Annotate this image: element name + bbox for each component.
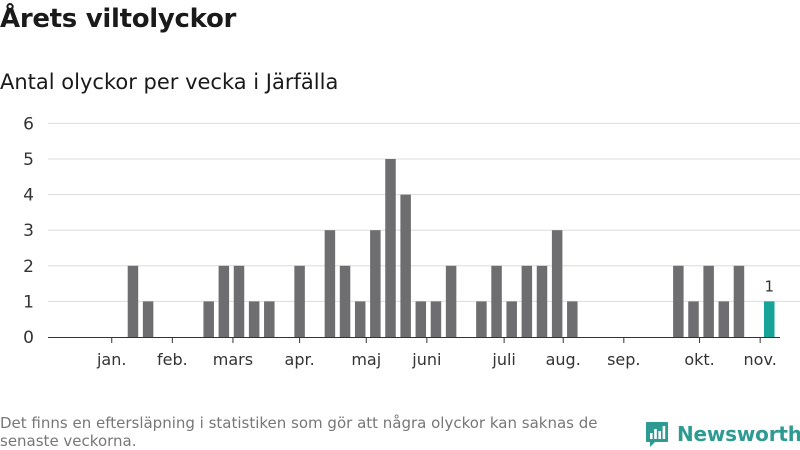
data-label: 1 bbox=[764, 277, 774, 295]
bar-week-22 bbox=[400, 194, 411, 337]
chart-subtitle: Antal olyckor per vecka i Järfälla bbox=[0, 70, 339, 94]
chart-title: Årets viltolyckor bbox=[0, 4, 237, 34]
bar-week-44 bbox=[733, 265, 745, 337]
bar-week-41 bbox=[688, 301, 699, 337]
y-tick-label: 5 bbox=[23, 150, 34, 170]
bar-series bbox=[127, 159, 775, 337]
x-tick-label: maj bbox=[351, 350, 381, 369]
bar-week-21 bbox=[385, 159, 396, 337]
grid-lines bbox=[48, 122, 800, 302]
y-tick-label: 0 bbox=[23, 328, 34, 348]
bar-week-42 bbox=[703, 265, 714, 337]
y-tick-label: 6 bbox=[23, 114, 34, 134]
bar-week-46 bbox=[764, 301, 775, 337]
newsworthy-logo-text: Newsworthy bbox=[677, 422, 800, 446]
x-tick-label: mars bbox=[213, 350, 253, 369]
bar-week-24 bbox=[430, 301, 442, 337]
bar-week-31 bbox=[536, 265, 548, 337]
x-tick-label: apr. bbox=[285, 350, 315, 369]
x-tick-label: juli bbox=[491, 350, 515, 369]
bar-week-23 bbox=[415, 301, 427, 337]
bar-week-17 bbox=[324, 230, 336, 337]
x-tick-label: aug. bbox=[546, 350, 581, 369]
bar-week-32 bbox=[551, 230, 563, 337]
bar-week-11 bbox=[233, 265, 245, 337]
bar-week-15 bbox=[294, 265, 305, 337]
newsworthy-logo-icon bbox=[646, 422, 668, 447]
x-tick-label: feb. bbox=[157, 350, 188, 369]
y-axis: 0 1 2 3 4 5 6 bbox=[23, 114, 34, 348]
bar-chart: 0 1 2 3 4 5 6 jan. feb. mars apr. maj juni juli aug. s… bbox=[23, 114, 800, 369]
bar-week-9 bbox=[203, 301, 214, 337]
y-tick-label: 1 bbox=[23, 292, 34, 312]
bar-week-30 bbox=[521, 265, 533, 337]
bar-week-20 bbox=[370, 230, 381, 337]
newsworthy-logo[interactable]: Newsworthy bbox=[645, 420, 800, 448]
x-tick-label: sep. bbox=[607, 350, 640, 369]
bar-week-40 bbox=[673, 265, 684, 337]
bar-week-27 bbox=[476, 301, 487, 337]
y-tick-label: 4 bbox=[23, 186, 34, 206]
bar-week-5 bbox=[142, 301, 154, 337]
x-axis: jan. feb. mars apr. maj juni juli aug. sep. okt. n… bbox=[48, 337, 780, 369]
y-tick-label: 3 bbox=[23, 221, 34, 241]
footnote: Det finns en eftersläpning i statistiken… bbox=[0, 414, 598, 450]
bar-week-18 bbox=[339, 265, 351, 337]
x-tick-label: okt. bbox=[684, 350, 714, 369]
x-tick-label: jan. bbox=[96, 350, 126, 369]
bar-week-13 bbox=[264, 301, 275, 337]
bar-week-25 bbox=[445, 265, 457, 337]
data-labels: 1 bbox=[764, 277, 774, 295]
bar-week-10 bbox=[218, 265, 230, 337]
bar-week-29 bbox=[506, 301, 517, 337]
bar-week-4 bbox=[127, 265, 139, 337]
y-tick-label: 2 bbox=[23, 257, 34, 277]
x-tick-label: juni bbox=[411, 350, 441, 369]
bar-week-33 bbox=[567, 301, 578, 337]
bar-week-12 bbox=[248, 301, 260, 337]
bar-week-43 bbox=[718, 301, 730, 337]
bar-week-19 bbox=[354, 301, 366, 337]
x-tick-label: nov. bbox=[744, 350, 777, 369]
bar-week-28 bbox=[491, 265, 502, 337]
